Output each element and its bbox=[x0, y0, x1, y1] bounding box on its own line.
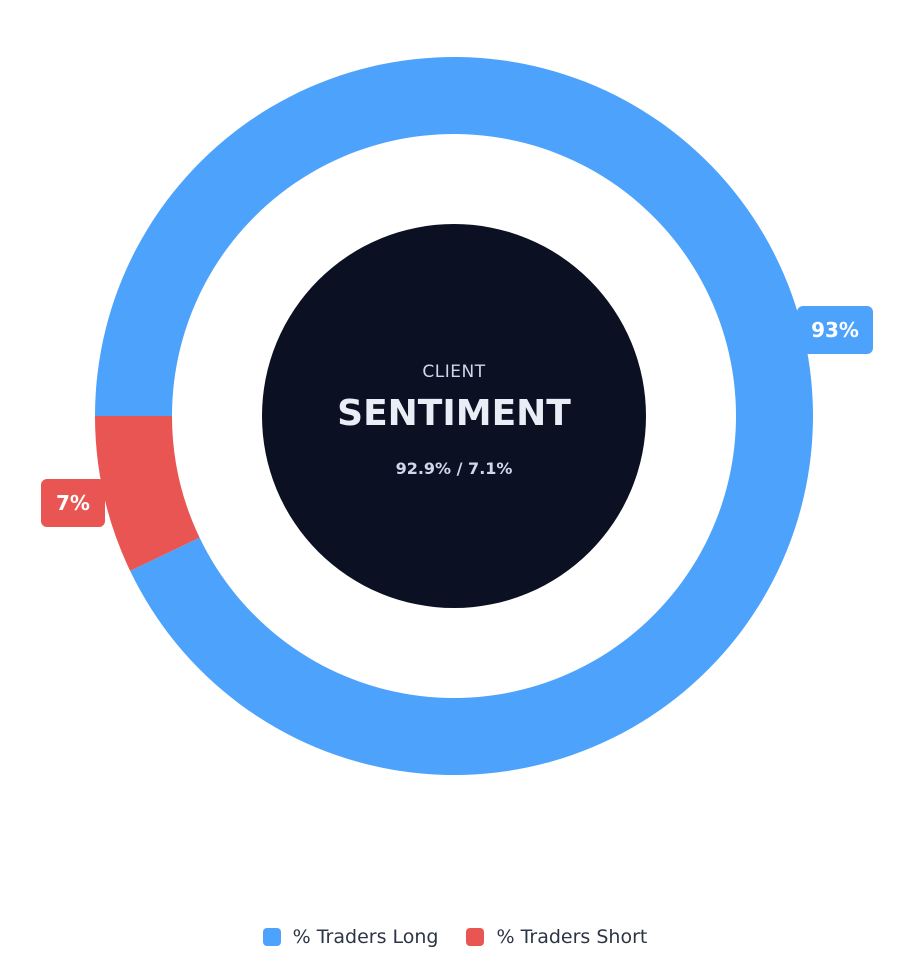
center-title: SENTIMENT bbox=[337, 393, 571, 434]
legend-label-long: % Traders Long bbox=[292, 926, 439, 948]
donut-slices bbox=[95, 56, 814, 776]
legend-label-short: % Traders Short bbox=[496, 926, 648, 948]
legend-swatch-long bbox=[262, 928, 281, 946]
legend-item-short[interactable]: % Traders Short bbox=[466, 926, 647, 948]
data-label-short: 7% bbox=[56, 491, 90, 515]
legend: % Traders Long % Traders Short bbox=[0, 926, 910, 948]
center-kicker: CLIENT bbox=[422, 362, 485, 382]
legend-item-long[interactable]: % Traders Long bbox=[262, 926, 439, 948]
slice-short[interactable] bbox=[95, 416, 200, 571]
data-label-long: 93% bbox=[811, 318, 859, 342]
data-label-bg-short bbox=[41, 479, 105, 527]
data-label-bg-long bbox=[797, 306, 873, 354]
legend-swatch-short bbox=[466, 928, 485, 946]
center-subtitle: 92.9% / 7.1% bbox=[396, 459, 513, 478]
data-labels: 93% 7% bbox=[41, 306, 873, 527]
center-disc bbox=[262, 224, 646, 608]
